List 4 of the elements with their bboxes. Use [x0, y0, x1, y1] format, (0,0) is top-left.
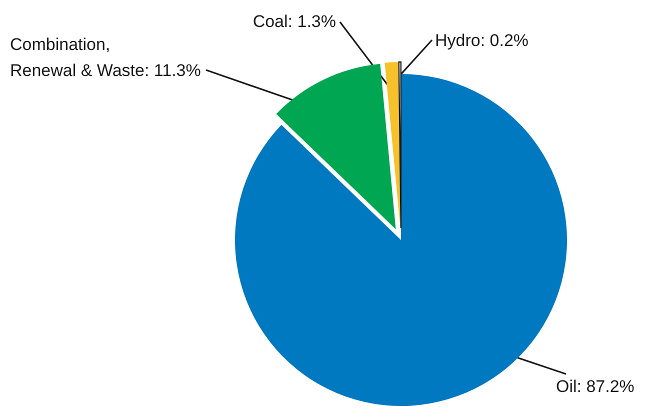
slice-label: Oil: 87.2%: [556, 377, 634, 396]
slice-label: Combination, Renewal & Waste: 11.3%: [10, 35, 201, 80]
slice-label: Coal: 1.3%: [252, 12, 336, 31]
slice-label: Hydro: 0.2%: [435, 31, 529, 50]
